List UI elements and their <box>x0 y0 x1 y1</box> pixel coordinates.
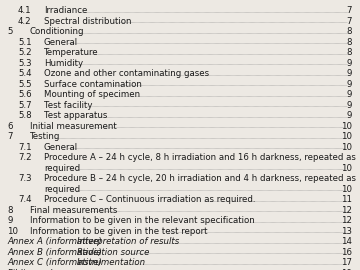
Text: 10: 10 <box>341 164 352 173</box>
Text: 10: 10 <box>341 143 352 151</box>
Text: 7: 7 <box>7 132 13 141</box>
Text: 12: 12 <box>341 216 352 225</box>
Text: 8: 8 <box>346 48 352 57</box>
Text: 9: 9 <box>347 100 352 110</box>
Text: Radiation source: Radiation source <box>77 248 149 256</box>
Text: Conditioning: Conditioning <box>30 27 85 36</box>
Text: 7.3: 7.3 <box>18 174 32 183</box>
Text: Initial measurement: Initial measurement <box>30 122 117 131</box>
Text: required: required <box>44 164 80 173</box>
Text: Annex B (informative): Annex B (informative) <box>7 248 102 256</box>
Text: 9: 9 <box>347 69 352 78</box>
Text: Procedure A – 24 h cycle, 8 h irradiation and 16 h darkness, repeated as: Procedure A – 24 h cycle, 8 h irradiatio… <box>44 153 356 162</box>
Text: Bibliography: Bibliography <box>7 269 61 270</box>
Text: 9: 9 <box>347 90 352 99</box>
Text: Instrumentation: Instrumentation <box>77 258 146 267</box>
Text: Ozone and other contaminating gases: Ozone and other contaminating gases <box>44 69 209 78</box>
Text: Information to be given in the test report: Information to be given in the test repo… <box>30 227 207 235</box>
Text: 4.2: 4.2 <box>18 16 32 26</box>
Text: Mounting of specimen: Mounting of specimen <box>44 90 140 99</box>
Text: Information to be given in the relevant specification: Information to be given in the relevant … <box>30 216 255 225</box>
Text: 10: 10 <box>341 185 352 194</box>
Text: 7: 7 <box>346 16 352 26</box>
Text: 7.4: 7.4 <box>18 195 32 204</box>
Text: Annex A (informative): Annex A (informative) <box>7 237 102 246</box>
Text: 5.3: 5.3 <box>18 59 32 68</box>
Text: Final measurements: Final measurements <box>30 205 117 215</box>
Text: 7.1: 7.1 <box>18 143 32 151</box>
Text: 19: 19 <box>341 269 352 270</box>
Text: 5.8: 5.8 <box>18 111 32 120</box>
Text: 17: 17 <box>341 258 352 267</box>
Text: Surface contamination: Surface contamination <box>44 80 142 89</box>
Text: 8: 8 <box>346 27 352 36</box>
Text: 10: 10 <box>7 227 18 235</box>
Text: 9: 9 <box>7 216 12 225</box>
Text: Testing: Testing <box>30 132 60 141</box>
Text: Procedure C – Continuous irradiation as required.: Procedure C – Continuous irradiation as … <box>44 195 256 204</box>
Text: Spectral distribution: Spectral distribution <box>44 16 131 26</box>
Text: 16: 16 <box>341 248 352 256</box>
Text: 6: 6 <box>7 122 13 131</box>
Text: 12: 12 <box>341 205 352 215</box>
Text: 14: 14 <box>341 237 352 246</box>
Text: Temperature: Temperature <box>44 48 99 57</box>
Text: General: General <box>44 143 78 151</box>
Text: required: required <box>44 185 80 194</box>
Text: 10: 10 <box>341 122 352 131</box>
Text: 10: 10 <box>341 132 352 141</box>
Text: Test apparatus: Test apparatus <box>44 111 107 120</box>
Text: 5.2: 5.2 <box>18 48 32 57</box>
Text: 9: 9 <box>347 59 352 68</box>
Text: 5.1: 5.1 <box>18 38 32 46</box>
Text: 5: 5 <box>7 27 13 36</box>
Text: 5.5: 5.5 <box>18 80 32 89</box>
Text: Test facility: Test facility <box>44 100 93 110</box>
Text: Annex C (informative): Annex C (informative) <box>7 258 102 267</box>
Text: 9: 9 <box>347 111 352 120</box>
Text: Humidity: Humidity <box>44 59 83 68</box>
Text: 13: 13 <box>341 227 352 235</box>
Text: 7: 7 <box>346 6 352 15</box>
Text: General: General <box>44 38 78 46</box>
Text: 11: 11 <box>341 195 352 204</box>
Text: 5.7: 5.7 <box>18 100 32 110</box>
Text: 9: 9 <box>347 80 352 89</box>
Text: 7.2: 7.2 <box>18 153 32 162</box>
Text: Irradiance: Irradiance <box>44 6 87 15</box>
Text: Procedure B – 24 h cycle, 20 h irradiation and 4 h darkness, repeated as: Procedure B – 24 h cycle, 20 h irradiati… <box>44 174 356 183</box>
Text: 8: 8 <box>346 38 352 46</box>
Text: 4.1: 4.1 <box>18 6 32 15</box>
Text: Interpretation of results: Interpretation of results <box>77 237 179 246</box>
Text: 8: 8 <box>7 205 13 215</box>
Text: 5.4: 5.4 <box>18 69 32 78</box>
Text: 5.6: 5.6 <box>18 90 32 99</box>
